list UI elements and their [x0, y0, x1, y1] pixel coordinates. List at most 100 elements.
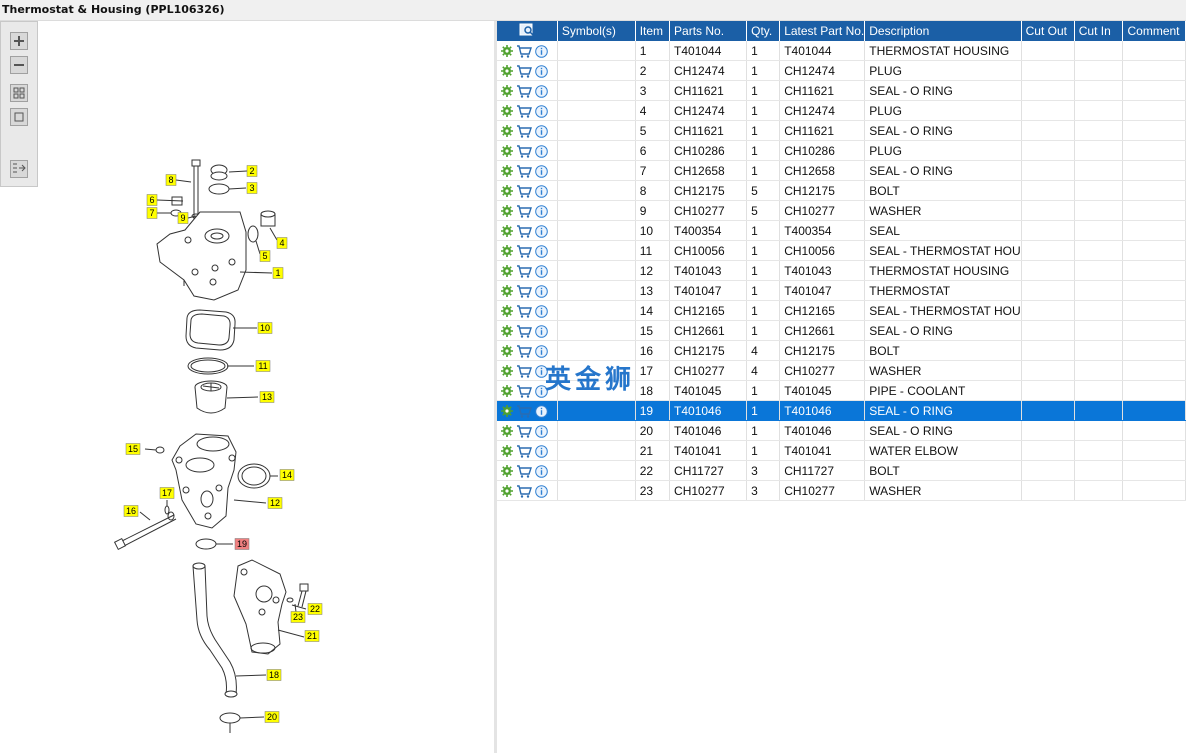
- column-header-latest-part-no[interactable]: Latest Part No.: [779, 21, 866, 41]
- cart-icon[interactable]: [516, 304, 532, 318]
- gear-icon[interactable]: [501, 285, 513, 298]
- pane-splitter[interactable]: [494, 21, 497, 753]
- info-icon[interactable]: [535, 344, 548, 358]
- cart-icon[interactable]: [516, 84, 532, 98]
- cart-icon[interactable]: [516, 364, 532, 378]
- info-icon[interactable]: [535, 84, 548, 98]
- callout-6[interactable]: 6: [146, 194, 158, 206]
- info-icon[interactable]: [535, 204, 548, 218]
- info-icon[interactable]: [535, 264, 548, 278]
- gear-icon[interactable]: [501, 345, 513, 358]
- cart-icon[interactable]: [516, 404, 532, 418]
- gear-icon[interactable]: [501, 65, 513, 78]
- callout-2[interactable]: 2: [246, 165, 258, 177]
- cart-icon[interactable]: [516, 124, 532, 138]
- gear-icon[interactable]: [501, 125, 513, 138]
- callout-14[interactable]: 14: [279, 469, 295, 481]
- table-row[interactable]: 14 CH12165 1 CH12165 SEAL - THERMOSTAT HOU: [497, 300, 1186, 321]
- table-row[interactable]: 19 T401046 1 T401046 SEAL - O RING: [497, 400, 1186, 421]
- table-row[interactable]: 1 T401044 1 T401044 THERMOSTAT HOUSING: [497, 41, 1186, 61]
- callout-4[interactable]: 4: [276, 237, 288, 249]
- info-icon[interactable]: [535, 244, 548, 258]
- cart-icon[interactable]: [516, 44, 532, 58]
- search-column-header[interactable]: [497, 21, 558, 41]
- callout-16[interactable]: 16: [123, 505, 139, 517]
- callout-19[interactable]: 19: [234, 538, 250, 550]
- info-icon[interactable]: [535, 44, 548, 58]
- info-icon[interactable]: [535, 104, 548, 118]
- cart-icon[interactable]: [516, 264, 532, 278]
- table-row[interactable]: 11 CH10056 1 CH10056 SEAL - THERMOSTAT HOU: [497, 240, 1186, 261]
- table-row[interactable]: 23 CH10277 3 CH10277 WASHER: [497, 480, 1186, 501]
- gear-icon[interactable]: [501, 445, 513, 458]
- gear-icon[interactable]: [501, 305, 513, 318]
- gear-icon[interactable]: [501, 385, 513, 398]
- callout-15[interactable]: 15: [125, 443, 141, 455]
- cart-icon[interactable]: [516, 144, 532, 158]
- table-row[interactable]: 12 T401043 1 T401043 THERMOSTAT HOUSING: [497, 260, 1186, 281]
- gear-icon[interactable]: [501, 225, 513, 238]
- callout-22[interactable]: 22: [307, 603, 323, 615]
- table-row[interactable]: 8 CH12175 5 CH12175 BOLT: [497, 180, 1186, 201]
- zoom-in-button[interactable]: [10, 32, 28, 50]
- cart-icon[interactable]: [516, 344, 532, 358]
- info-icon[interactable]: [535, 484, 548, 498]
- cart-icon[interactable]: [516, 204, 532, 218]
- info-icon[interactable]: [535, 64, 548, 78]
- table-row[interactable]: 13 T401047 1 T401047 THERMOSTAT: [497, 280, 1186, 301]
- info-icon[interactable]: [535, 404, 548, 418]
- cart-icon[interactable]: [516, 224, 532, 238]
- table-row[interactable]: 10 T400354 1 T400354 SEAL: [497, 220, 1186, 241]
- callout-17[interactable]: 17: [159, 487, 175, 499]
- gear-icon[interactable]: [501, 85, 513, 98]
- column-header-qty[interactable]: Qty.: [746, 21, 781, 41]
- gear-icon[interactable]: [501, 165, 513, 178]
- gear-icon[interactable]: [501, 325, 513, 338]
- callout-5[interactable]: 5: [259, 250, 271, 262]
- callout-3[interactable]: 3: [246, 182, 258, 194]
- table-row[interactable]: 21 T401041 1 T401041 WATER ELBOW: [497, 440, 1186, 461]
- info-icon[interactable]: [535, 124, 548, 138]
- table-row[interactable]: 20 T401046 1 T401046 SEAL - O RING: [497, 420, 1186, 441]
- gear-icon[interactable]: [501, 425, 513, 438]
- info-icon[interactable]: [535, 224, 548, 238]
- gear-icon[interactable]: [501, 485, 513, 498]
- info-icon[interactable]: [535, 364, 548, 378]
- cart-icon[interactable]: [516, 464, 532, 478]
- cart-icon[interactable]: [516, 104, 532, 118]
- callout-9[interactable]: 9: [177, 212, 189, 224]
- column-header-cut-out[interactable]: Cut Out: [1021, 21, 1075, 41]
- gear-icon[interactable]: [501, 265, 513, 278]
- info-icon[interactable]: [535, 284, 548, 298]
- callout-1[interactable]: 1: [272, 267, 284, 279]
- cart-icon[interactable]: [516, 424, 532, 438]
- column-header-description[interactable]: Description: [864, 21, 1022, 41]
- table-row[interactable]: 22 CH11727 3 CH11727 BOLT: [497, 460, 1186, 481]
- callout-7[interactable]: 7: [146, 207, 158, 219]
- gear-icon[interactable]: [501, 205, 513, 218]
- cart-icon[interactable]: [516, 184, 532, 198]
- info-icon[interactable]: [535, 184, 548, 198]
- callout-8[interactable]: 8: [165, 174, 177, 186]
- callout-21[interactable]: 21: [304, 630, 320, 642]
- info-icon[interactable]: [535, 384, 548, 398]
- cart-icon[interactable]: [516, 164, 532, 178]
- cart-icon[interactable]: [516, 384, 532, 398]
- cart-icon[interactable]: [516, 244, 532, 258]
- cart-icon[interactable]: [516, 484, 532, 498]
- export-list-button[interactable]: [10, 160, 28, 178]
- callout-11[interactable]: 11: [255, 360, 271, 372]
- table-row[interactable]: 16 CH12175 4 CH12175 BOLT: [497, 340, 1186, 361]
- info-icon[interactable]: [535, 324, 548, 338]
- callout-18[interactable]: 18: [266, 669, 282, 681]
- gear-icon[interactable]: [501, 45, 513, 58]
- callout-20[interactable]: 20: [264, 711, 280, 723]
- callout-12[interactable]: 12: [267, 497, 283, 509]
- table-row[interactable]: 2 CH12474 1 CH12474 PLUG: [497, 60, 1186, 81]
- table-row[interactable]: 9 CH10277 5 CH10277 WASHER: [497, 200, 1186, 221]
- cart-icon[interactable]: [516, 444, 532, 458]
- zoom-out-button[interactable]: [10, 56, 28, 74]
- column-header-item[interactable]: Item: [635, 21, 671, 41]
- info-icon[interactable]: [535, 164, 548, 178]
- gear-icon[interactable]: [501, 185, 513, 198]
